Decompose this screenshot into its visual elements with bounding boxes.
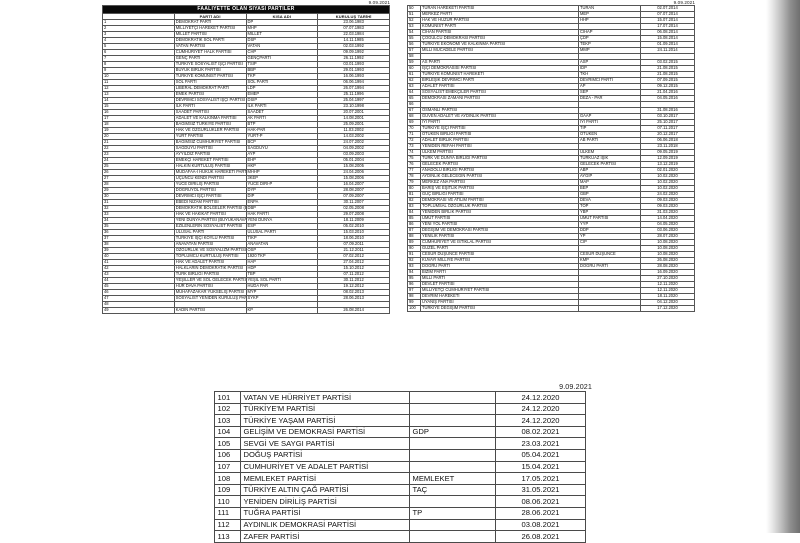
table-row: 109 TÜRKİYE ALTIN ÇAĞ PARTİSİ TAÇ 31.05.202… [214, 483, 586, 497]
cell-founding-date: 03.08.2021 [495, 518, 586, 532]
cell-party-name: VATAN VE HÜRRİYET PARTİSİ [240, 391, 410, 404]
cell-no: 109 [214, 483, 241, 497]
page-top-right: 9.09.2021 50 TURAN HAREKETİ PARTİSİ TURAN 0… [401, 0, 701, 375]
cell-founding-date: 08.06.2021 [495, 495, 586, 508]
cell-party-name: KADIN PARTİSİ [173, 307, 247, 314]
cell-no: 111 [214, 506, 241, 520]
table-row: 110 YENİDEN DİRİLİŞ PARTİSİ 08.06.2021 [214, 495, 586, 508]
datestamp-top-left: 9.09.2021 [368, 0, 390, 5]
cell-abbr [409, 495, 496, 508]
page-bottom: 9.09.2021 101 VATAN VE HÜRRİYET PARTİSİ 24… [200, 378, 600, 543]
cell-founding-date: 26.08.2021 [495, 530, 586, 543]
cell-abbr [409, 437, 496, 450]
cell-founding-date: 24.12.2020 [495, 391, 586, 404]
cell-founding-date: 28.06.2021 [495, 506, 586, 520]
cell-founding-date: 24.12.2020 [495, 414, 586, 427]
cell-no: 107 [214, 460, 241, 474]
cell-abbr: TP [409, 506, 496, 520]
parties-table-bottom-body: 101 VATAN VE HÜRRİYET PARTİSİ 24.12.2020 10… [214, 391, 586, 543]
cell-founding-date: 17.12.2020 [640, 305, 695, 312]
cell-no: 106 [214, 448, 241, 462]
parties-table-left: FAALİYETTE OLAN SİYASİ PARTİLER PARTİ AD… [102, 5, 390, 314]
cell-abbr: GDP [409, 425, 496, 439]
cell-party-name: CUMHURİYET VE ADALET PARTİSİ [240, 460, 410, 474]
table-row: 108 MEMLEKET PARTİSİ MEMLEKET 17.05.2021 [214, 472, 586, 485]
cell-founding-date: 15.04.2021 [495, 460, 586, 474]
cell-founding-date: 24.12.2020 [495, 402, 586, 416]
parties-table-right: 50 TURAN HAREKETİ PARTİSİ TURAN 02.07.2014 5… [407, 5, 695, 312]
cell-no: 112 [214, 518, 241, 532]
table-row: 104 GELİŞİM VE DEMOKRASİ PARTİSİ GDP 08.02.… [214, 425, 586, 439]
datestamp-bottom: 9.09.2021 [559, 382, 592, 391]
cell-no: 108 [214, 472, 241, 485]
table-row: 4 DEMOKRATİK SOL PARTİ DSP 14.11.1985 [102, 37, 390, 44]
cell-founding-date: 05.04.2021 [495, 448, 586, 462]
cell-party-name: GELİŞİM VE DEMOKRASİ PARTİSİ [240, 425, 410, 439]
page-top-left: 9.09.2021 FAALİYETTE OLAN SİYASİ PARTİLE… [96, 0, 396, 375]
cell-no: 113 [214, 530, 241, 543]
table-row: 106 DOĞUŞ PARTİSİ 05.04.2021 [214, 448, 586, 462]
cell-abbr [409, 460, 496, 474]
cell-party-name: MEMLEKET PARTİSİ [240, 472, 410, 485]
table-title-row: FAALİYETTE OLAN SİYASİ PARTİLER [102, 5, 390, 14]
cell-no: 102 [214, 402, 241, 416]
cell-founding-date: 23.03.2021 [495, 437, 586, 450]
cell-abbr [409, 391, 496, 404]
scanner-edge-gradient [766, 0, 800, 533]
table-header-row: PARTİ ADI KISA ADI KURULUŞ TARİHİ [102, 13, 390, 20]
cell-abbr: KP [245, 307, 319, 314]
cell-abbr [578, 305, 641, 312]
table-title: FAALİYETTE OLAN SİYASİ PARTİLER [102, 5, 390, 14]
table-row: 100 TÜRKİYE DEĞİŞİM PARTİSİ 17.12.2020 [407, 305, 695, 312]
cell-abbr [409, 402, 496, 416]
table-row: 112 AYDINLIK DEMOKRASİ PARTİSİ 03.08.2021 [214, 518, 586, 532]
cell-party-name: TUĞRA PARTİSİ [240, 506, 410, 520]
table-row: 49 KADIN PARTİSİ KP 26.08.2014 [102, 307, 390, 314]
cell-party-name: ZAFER PARTİSİ [240, 530, 410, 543]
table-row: 50 TURAN HAREKETİ PARTİSİ TURAN 02.07.2014 [407, 5, 695, 12]
table-row: 111 TUĞRA PARTİSİ TP 28.06.2021 [214, 506, 586, 520]
table-row: 107 CUMHURİYET VE ADALET PARTİSİ 15.04.202… [214, 460, 586, 474]
table-row: 102 TÜRKİYE'M PARTİSİ 24.12.2020 [214, 402, 586, 416]
table-row: 42 HALKLARIN DEMOKRATİK PARTİSİ HDP 15.10.2… [102, 265, 390, 272]
cell-abbr: TAÇ [409, 483, 496, 497]
cell-founding-date: 26.08.2014 [317, 307, 390, 314]
parties-table-right-body: 50 TURAN HAREKETİ PARTİSİ TURAN 02.07.2014 5… [407, 5, 695, 312]
cell-no: 101 [214, 391, 241, 404]
cell-party-name: TÜRKİYE'M PARTİSİ [240, 402, 410, 416]
table-row: 103 TÜRKİYE YAŞAM PARTİSİ 24.12.2020 [214, 414, 586, 427]
cell-abbr [409, 530, 496, 543]
cell-party-name: SEVGİ VE SAYGI PARTİSİ [240, 437, 410, 450]
cell-abbr [409, 448, 496, 462]
parties-table-bottom: 101 VATAN VE HÜRRİYET PARTİSİ 24.12.2020 10… [214, 391, 586, 543]
table-row: 14 DEVRİMCİ SOSYALİST İŞÇİ PARTİSİ DSİP 25.… [102, 97, 390, 104]
cell-founding-date: 17.05.2021 [495, 472, 586, 485]
cell-no: 110 [214, 495, 241, 508]
cell-founding-date: 31.05.2021 [495, 483, 586, 497]
datestamp-top-right: 9.09.2021 [673, 0, 695, 5]
cell-no: 103 [214, 414, 241, 427]
cell-party-name: YENİDEN DİRİLİŞ PARTİSİ [240, 495, 410, 508]
cell-abbr: MEMLEKET [409, 472, 496, 485]
cell-no: 49 [102, 307, 175, 314]
cell-no: 105 [214, 437, 241, 450]
cell-no: 100 [407, 305, 421, 312]
cell-no: 104 [214, 425, 241, 439]
cell-party-name: DOĞUŞ PARTİSİ [240, 448, 410, 462]
table-row: 16 SAADET PARTİSİ SAADET 20.07.2001 [102, 109, 390, 116]
cell-abbr [409, 414, 496, 427]
cell-party-name: TÜRKİYE ALTIN ÇAĞ PARTİSİ [240, 483, 410, 497]
cell-party-name: AYDINLIK DEMOKRASİ PARTİSİ [240, 518, 410, 532]
table-row: 61 TÜRKİYE KOMÜNİST HAREKETİ TKH 21.08.2015 [407, 71, 695, 78]
cell-party-name: TÜRKİYE DEĞİŞİM PARTİSİ [420, 305, 579, 312]
cell-abbr [409, 518, 496, 532]
cell-founding-date: 08.02.2021 [495, 425, 586, 439]
parties-table-left-body: FAALİYETTE OLAN SİYASİ PARTİLER PARTİ AD… [102, 5, 390, 314]
cell-party-name: TÜRKİYE YAŞAM PARTİSİ [240, 414, 410, 427]
table-row: 101 VATAN VE HÜRRİYET PARTİSİ 24.12.2020 [214, 391, 586, 404]
table-row: 113 ZAFER PARTİSİ 26.08.2021 [214, 530, 586, 543]
table-row: 105 SEVGİ VE SAYGI PARTİSİ 23.03.2021 [214, 437, 586, 450]
